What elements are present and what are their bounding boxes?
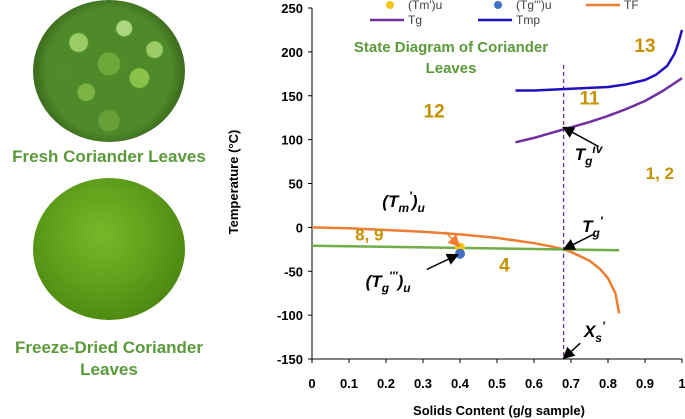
image-panel: Fresh Coriander Leaves Freeze-Dried Cori…	[0, 0, 230, 419]
region-label: 11	[579, 89, 600, 110]
x-tick-label: 0.2	[377, 376, 395, 391]
freeze-dried-coriander-photo	[33, 178, 185, 320]
y-tick-label: 100	[281, 133, 303, 148]
y-tick-label: 50	[289, 177, 303, 192]
y-tick-label: -150	[277, 352, 303, 367]
y-tick-label: 250	[281, 1, 303, 16]
y-axis-label: Temperature (°C)	[226, 130, 241, 235]
x-tick-label: 0.4	[451, 376, 470, 391]
x-tick-label: 0.6	[525, 376, 543, 391]
legend-label: (Tg''')u	[516, 0, 552, 12]
legend-marker	[494, 1, 502, 9]
series-layer	[311, 29, 684, 314]
annotations: Tgiv Tg' (Tm')u (Tg''')u Xs'	[366, 126, 606, 360]
region-label: 12	[424, 102, 445, 123]
region-label: 1, 2	[646, 164, 674, 183]
x-tick-label: 0	[308, 376, 315, 391]
tg3-u-arrow	[426, 253, 460, 271]
tg-iv-label: Tgiv	[575, 142, 604, 168]
tf-curve	[311, 226, 621, 314]
x-tick-label: 0.1	[340, 376, 358, 391]
tg-prime-arrow	[562, 233, 594, 250]
points-layer	[455, 242, 465, 259]
y-tick-label: -50	[284, 264, 303, 279]
region-labels: 13 11 12 1, 2 8, 9 4	[355, 36, 674, 276]
x-tick-label: 0.5	[488, 376, 506, 391]
x-tick-label: 1	[678, 376, 685, 391]
tg3-u-label: (Tg''')u	[366, 269, 412, 295]
legend: (Tm')u (Tg''')u TF Tg Tmp	[370, 0, 639, 27]
legend-label: Tg	[408, 13, 422, 27]
y-tick-label: 0	[296, 220, 303, 235]
freeze-dried-coriander-caption: Freeze-Dried Coriander Leaves	[15, 338, 203, 379]
xs-prime-label: Xs'	[583, 319, 606, 345]
x-axis-label: Solids Content (g/g sample)	[413, 403, 585, 418]
y-tick-label: 200	[281, 45, 303, 60]
axes: 0 0.1 0.2 0.3 0.4 0.5 0.6 0.7 0.8 0.9 1 -150 -100 -50…	[277, 1, 685, 391]
tg-triple-prime-u-point	[455, 248, 465, 259]
tm-prime-u-label: (Tm')u	[382, 189, 425, 215]
legend-label: Tmp	[516, 13, 540, 27]
region-label: 4	[499, 255, 510, 276]
glass-transition-line	[311, 244, 620, 252]
legend-marker	[386, 1, 394, 9]
tg-iv-arrow	[562, 126, 600, 148]
x-tick-label: 0.3	[414, 376, 432, 391]
region-label: 13	[634, 36, 655, 57]
fresh-coriander-photo	[33, 0, 185, 142]
x-tick-label: 0.7	[562, 376, 580, 391]
tg-prime-label: Tg'	[582, 214, 604, 240]
tg-curve	[515, 77, 683, 144]
y-tick-label: -100	[277, 308, 303, 323]
xs-prime-arrow	[562, 342, 581, 360]
tmp-curve	[515, 29, 684, 92]
y-tick-label: 150	[281, 89, 303, 104]
x-tick-label: 0.8	[599, 376, 617, 391]
region-label: 8, 9	[355, 226, 383, 245]
tm-prime-u-arrow	[444, 231, 461, 248]
fresh-coriander-caption: Fresh Coriander Leaves	[12, 147, 206, 166]
x-tick-label: 0.9	[636, 376, 654, 391]
legend-label: TF	[624, 0, 639, 12]
legend-label: (Tm')u	[408, 0, 442, 12]
chart-title: State Diagram of Coriander Leaves	[354, 39, 548, 77]
